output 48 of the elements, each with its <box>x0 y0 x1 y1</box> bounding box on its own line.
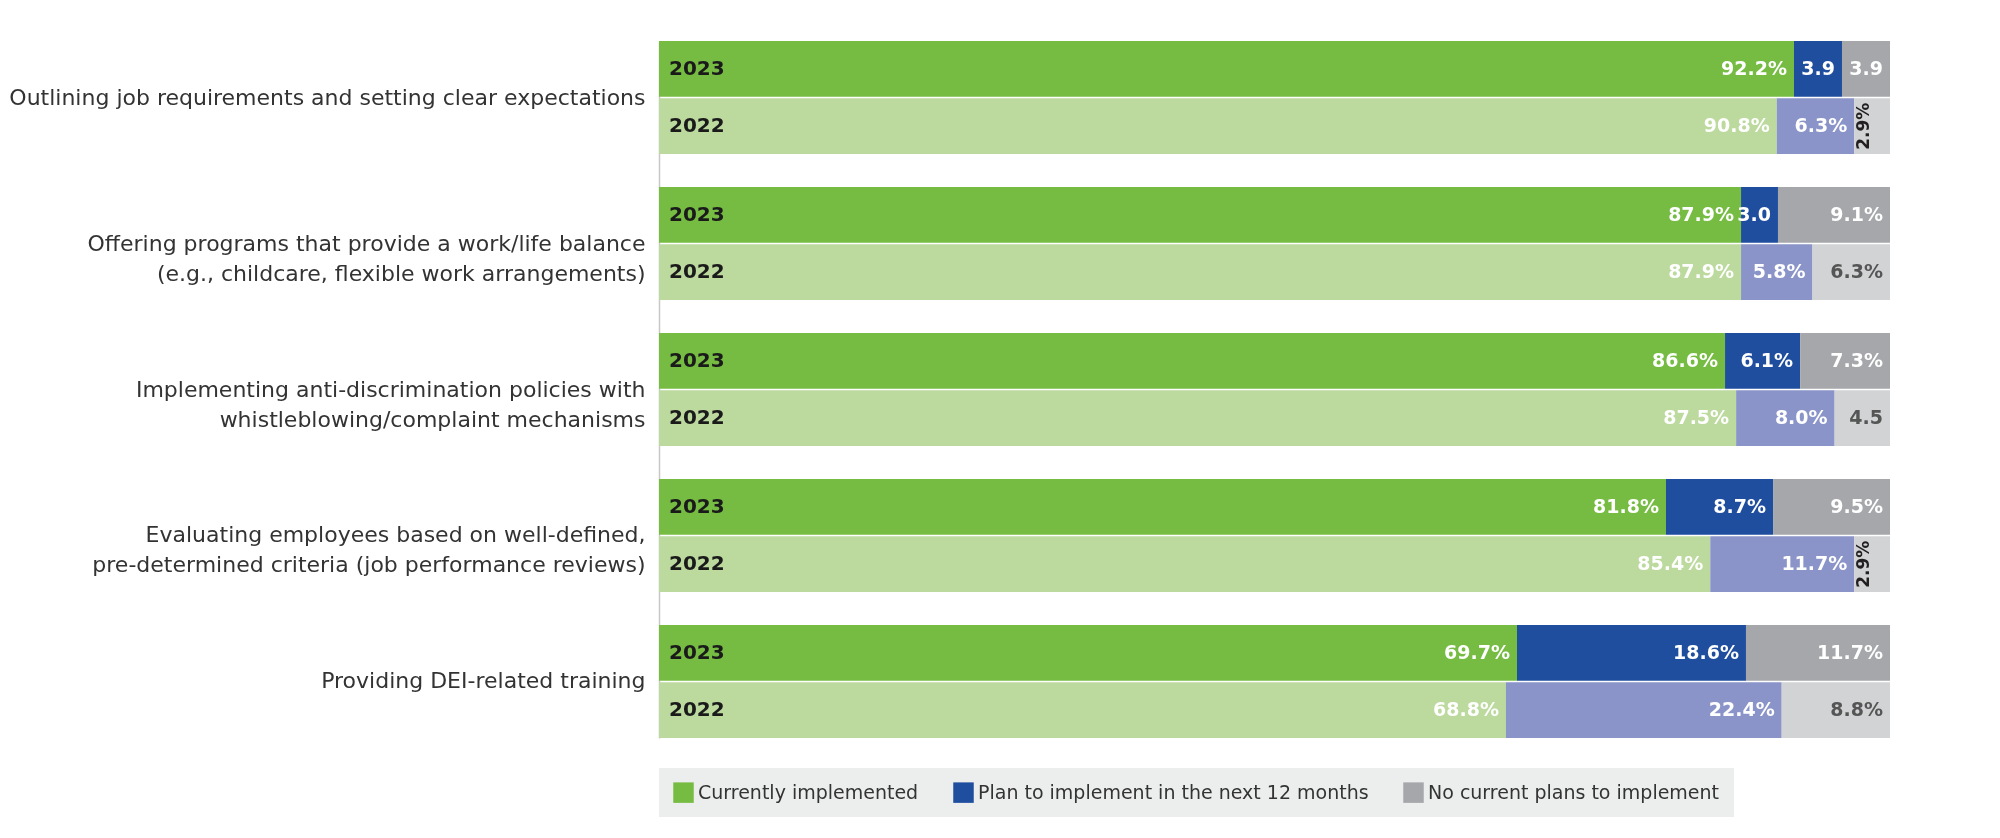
y-tick-label: 2023 <box>669 201 725 226</box>
data-label: 11.7% <box>1781 552 1848 575</box>
data-label: 4.5 <box>1849 406 1883 429</box>
legend-label: Currently implemented <box>698 780 919 803</box>
legend-label: Plan to implement in the next 12 months <box>978 780 1369 803</box>
data-label: 6.3% <box>1794 114 1848 137</box>
data-label: 2.9% <box>1853 102 1873 150</box>
data-label: 8.8% <box>1830 698 1883 721</box>
data-label: 18.6% <box>1673 640 1739 663</box>
data-label: 7.3% <box>1830 348 1883 371</box>
data-label: 87.9% <box>1668 202 1735 225</box>
text: Outlining job requirements and setting clear expectations <box>9 84 646 110</box>
y-tick-label: 2022 <box>669 113 725 138</box>
y-tick-label: 2023 <box>669 55 725 80</box>
data-label: 6.3% <box>1830 260 1883 283</box>
text: Implementing anti-discrimination policies with whistleblowing/complaint mechanisms <box>135 376 646 432</box>
data-label: 9.1% <box>1830 202 1883 225</box>
data-label: 87.5% <box>1663 406 1730 429</box>
data-label: 85.4% <box>1637 552 1704 575</box>
data-label: 8.7% <box>1713 494 1767 517</box>
text: Offering programs that provide a work/life balance (e.g., childcare, flexible work arrangements) <box>87 230 646 286</box>
data-label: 11.7% <box>1817 640 1883 663</box>
data-label: 3.0 <box>1737 202 1771 225</box>
y-tick-label: 2022 <box>669 551 725 576</box>
data-label: 3.9 <box>1849 56 1883 79</box>
data-label: 5.8% <box>1752 260 1806 283</box>
data-label: 69.7% <box>1444 640 1511 663</box>
data-label: 81.8% <box>1593 494 1659 517</box>
data-label: 68.8% <box>1433 698 1499 721</box>
legend-label: No current plans to implement <box>1428 780 1720 803</box>
data-label: 3.9 <box>1801 56 1835 79</box>
data-label: 9.5% <box>1830 494 1883 517</box>
data-label: 87.9% <box>1668 260 1735 283</box>
text: Evaluating employees based on well-defined, pre-determined criteria (job performance reviews) <box>92 522 646 578</box>
data-label: 92.2% <box>1721 56 1787 79</box>
y-tick-label: 2022 <box>669 697 725 722</box>
data-label: 6.1% <box>1740 348 1794 371</box>
y-tick-label: 2023 <box>669 347 725 372</box>
y-tick-label: 2022 <box>669 259 725 284</box>
y-tick-label: 2022 <box>669 405 725 430</box>
data-label: 2.9% <box>1853 540 1873 588</box>
data-label: 22.4% <box>1708 698 1775 721</box>
y-tick-label: 2023 <box>669 493 725 518</box>
data-label: 90.8% <box>1703 114 1770 137</box>
text: Providing DEI-related training <box>321 668 646 694</box>
data-label: 86.6% <box>1652 348 1719 371</box>
data-label: 8.0% <box>1774 406 1828 429</box>
y-tick-label: 2023 <box>669 639 725 664</box>
